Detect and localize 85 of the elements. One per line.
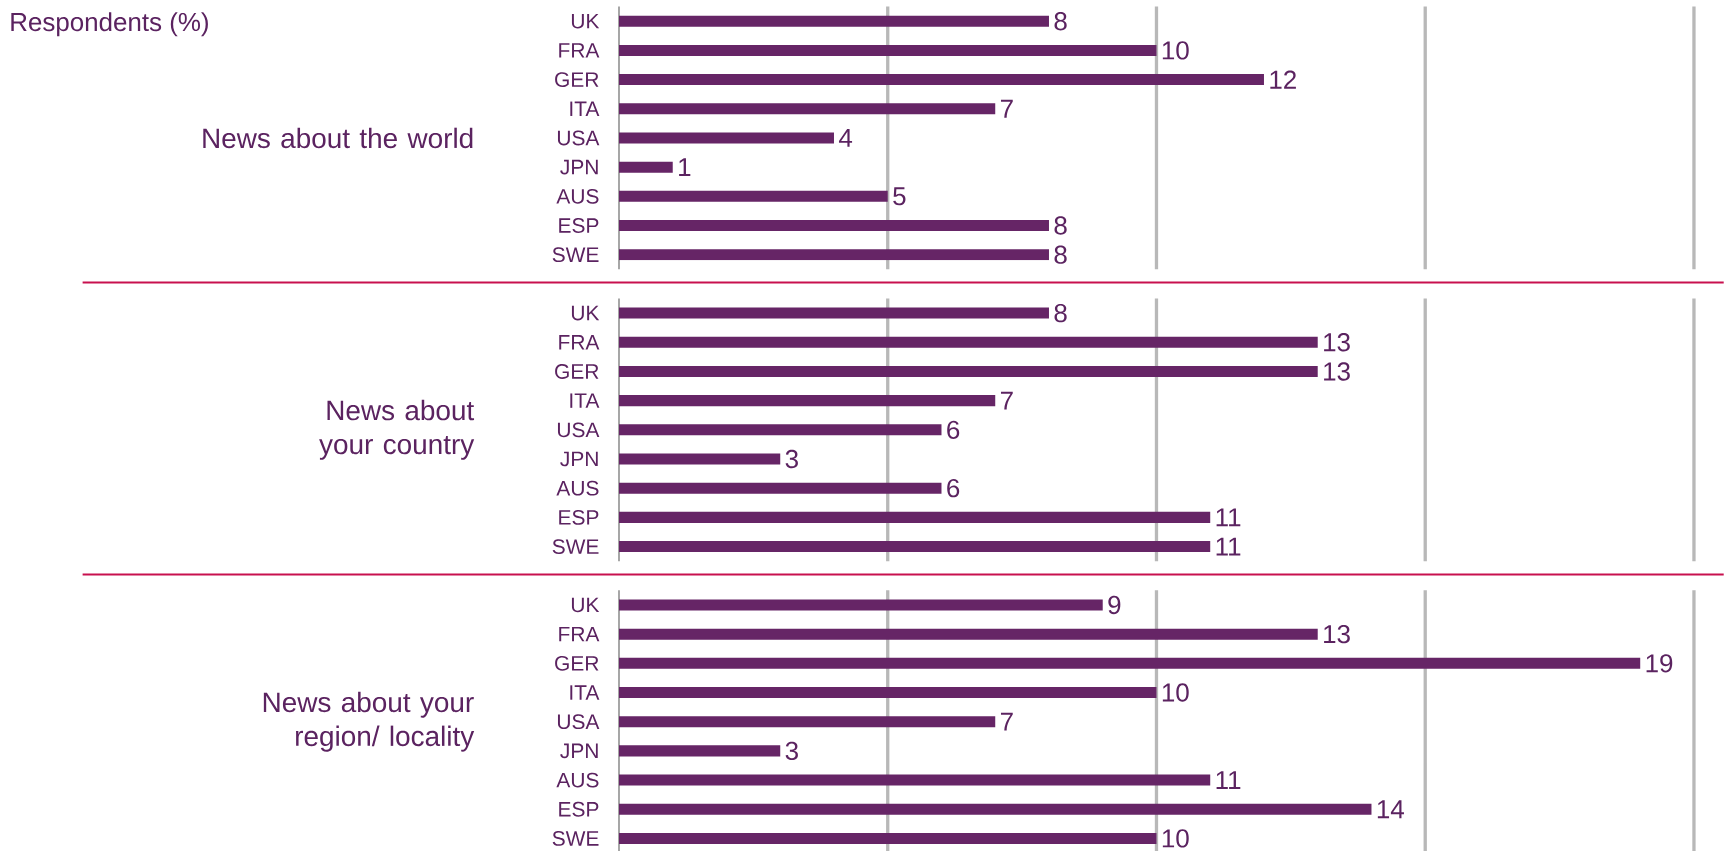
data-label: 4 <box>838 128 853 147</box>
bar <box>618 103 996 115</box>
bar <box>618 540 1211 552</box>
bar <box>618 219 1049 231</box>
y-tick-label: GER <box>555 363 599 379</box>
data-label: 13 <box>1324 624 1350 644</box>
bar <box>618 832 1157 844</box>
data-label: 10 <box>1162 683 1189 702</box>
y-tick-label: USA <box>557 714 600 729</box>
y-tick-label: SWE <box>552 538 599 554</box>
y-tick-label: SWE <box>552 830 599 846</box>
data-label: 5 <box>893 187 906 206</box>
y-axis-title: News about the world <box>203 127 473 149</box>
bar <box>618 628 1318 640</box>
bar <box>618 161 673 173</box>
data-label: 1 <box>679 158 691 176</box>
data-label: 10 <box>1162 41 1189 60</box>
y-tick-label: ITA <box>570 685 600 700</box>
bar <box>618 599 1103 611</box>
data-label: 13 <box>1324 362 1350 381</box>
data-label: 3 <box>785 741 798 760</box>
data-label: 3 <box>785 449 798 468</box>
data-label: 6 <box>947 478 960 498</box>
data-label: 8 <box>1054 11 1067 31</box>
bar <box>618 336 1318 348</box>
y-tick-label: GER <box>555 71 599 87</box>
bar <box>618 394 996 406</box>
y-tick-label: UK <box>571 597 600 613</box>
y-tick-label: ITA <box>570 101 600 116</box>
bar <box>618 307 1049 319</box>
y-tick-label: ITA <box>570 393 600 408</box>
data-label: 19 <box>1646 653 1673 673</box>
y-tick-label: JPN <box>560 159 598 175</box>
y-tick-label: USA <box>557 130 600 146</box>
bar <box>618 453 781 465</box>
y-tick-label: FRA <box>559 626 600 642</box>
y-tick-label: FRA <box>559 43 600 58</box>
y-tick-label: FRA <box>559 334 600 350</box>
data-label: 10 <box>1162 829 1189 848</box>
y-tick-label: JPN <box>560 743 598 759</box>
data-label: 8 <box>1054 303 1067 323</box>
y-tick-label: JPN <box>560 451 598 467</box>
bar <box>618 365 1318 377</box>
y-tick-label: ESP <box>559 801 599 817</box>
bar <box>618 511 1211 523</box>
data-label: 12 <box>1270 70 1296 89</box>
bar <box>618 190 888 202</box>
y-tick-label: UK <box>571 305 600 321</box>
y-tick-label: AUS <box>556 480 599 496</box>
y-tick-label: ESP <box>559 217 599 233</box>
data-label: 8 <box>1054 216 1067 235</box>
data-label: 6 <box>947 420 960 439</box>
bar <box>618 424 942 436</box>
data-label: 13 <box>1324 332 1350 352</box>
bar <box>618 248 1049 261</box>
y-tick-label: AUS <box>556 772 599 788</box>
y-axis-title: News about your region/ locality <box>263 691 475 752</box>
bar <box>618 44 1157 56</box>
y-tick-label: ESP <box>559 509 599 525</box>
bar <box>618 132 834 144</box>
data-label: 11 <box>1216 770 1241 789</box>
bar <box>618 745 781 757</box>
data-label: 8 <box>1054 245 1067 264</box>
bar <box>618 657 1641 669</box>
y-tick-label: UK <box>571 13 600 29</box>
y-tick-label: USA <box>557 422 600 438</box>
bar <box>618 774 1211 786</box>
data-label: 11 <box>1216 508 1241 527</box>
bar <box>618 803 1372 815</box>
bar <box>618 686 1157 698</box>
bar <box>618 15 1049 27</box>
bar <box>618 73 1264 85</box>
text: Respondents (%) <box>11 11 208 37</box>
data-label: 7 <box>1000 99 1013 118</box>
data-label: 11 <box>1216 537 1241 556</box>
data-label: 9 <box>1108 595 1121 614</box>
y-axis-title: News about your country <box>319 399 475 460</box>
bar <box>618 715 996 727</box>
y-tick-label: SWE <box>552 247 599 262</box>
data-label: 7 <box>1000 391 1013 410</box>
bar <box>618 482 942 494</box>
data-label: 7 <box>1000 712 1013 731</box>
y-tick-label: AUS <box>556 188 599 204</box>
y-tick-label: GER <box>555 655 599 671</box>
data-label: 14 <box>1377 800 1404 818</box>
